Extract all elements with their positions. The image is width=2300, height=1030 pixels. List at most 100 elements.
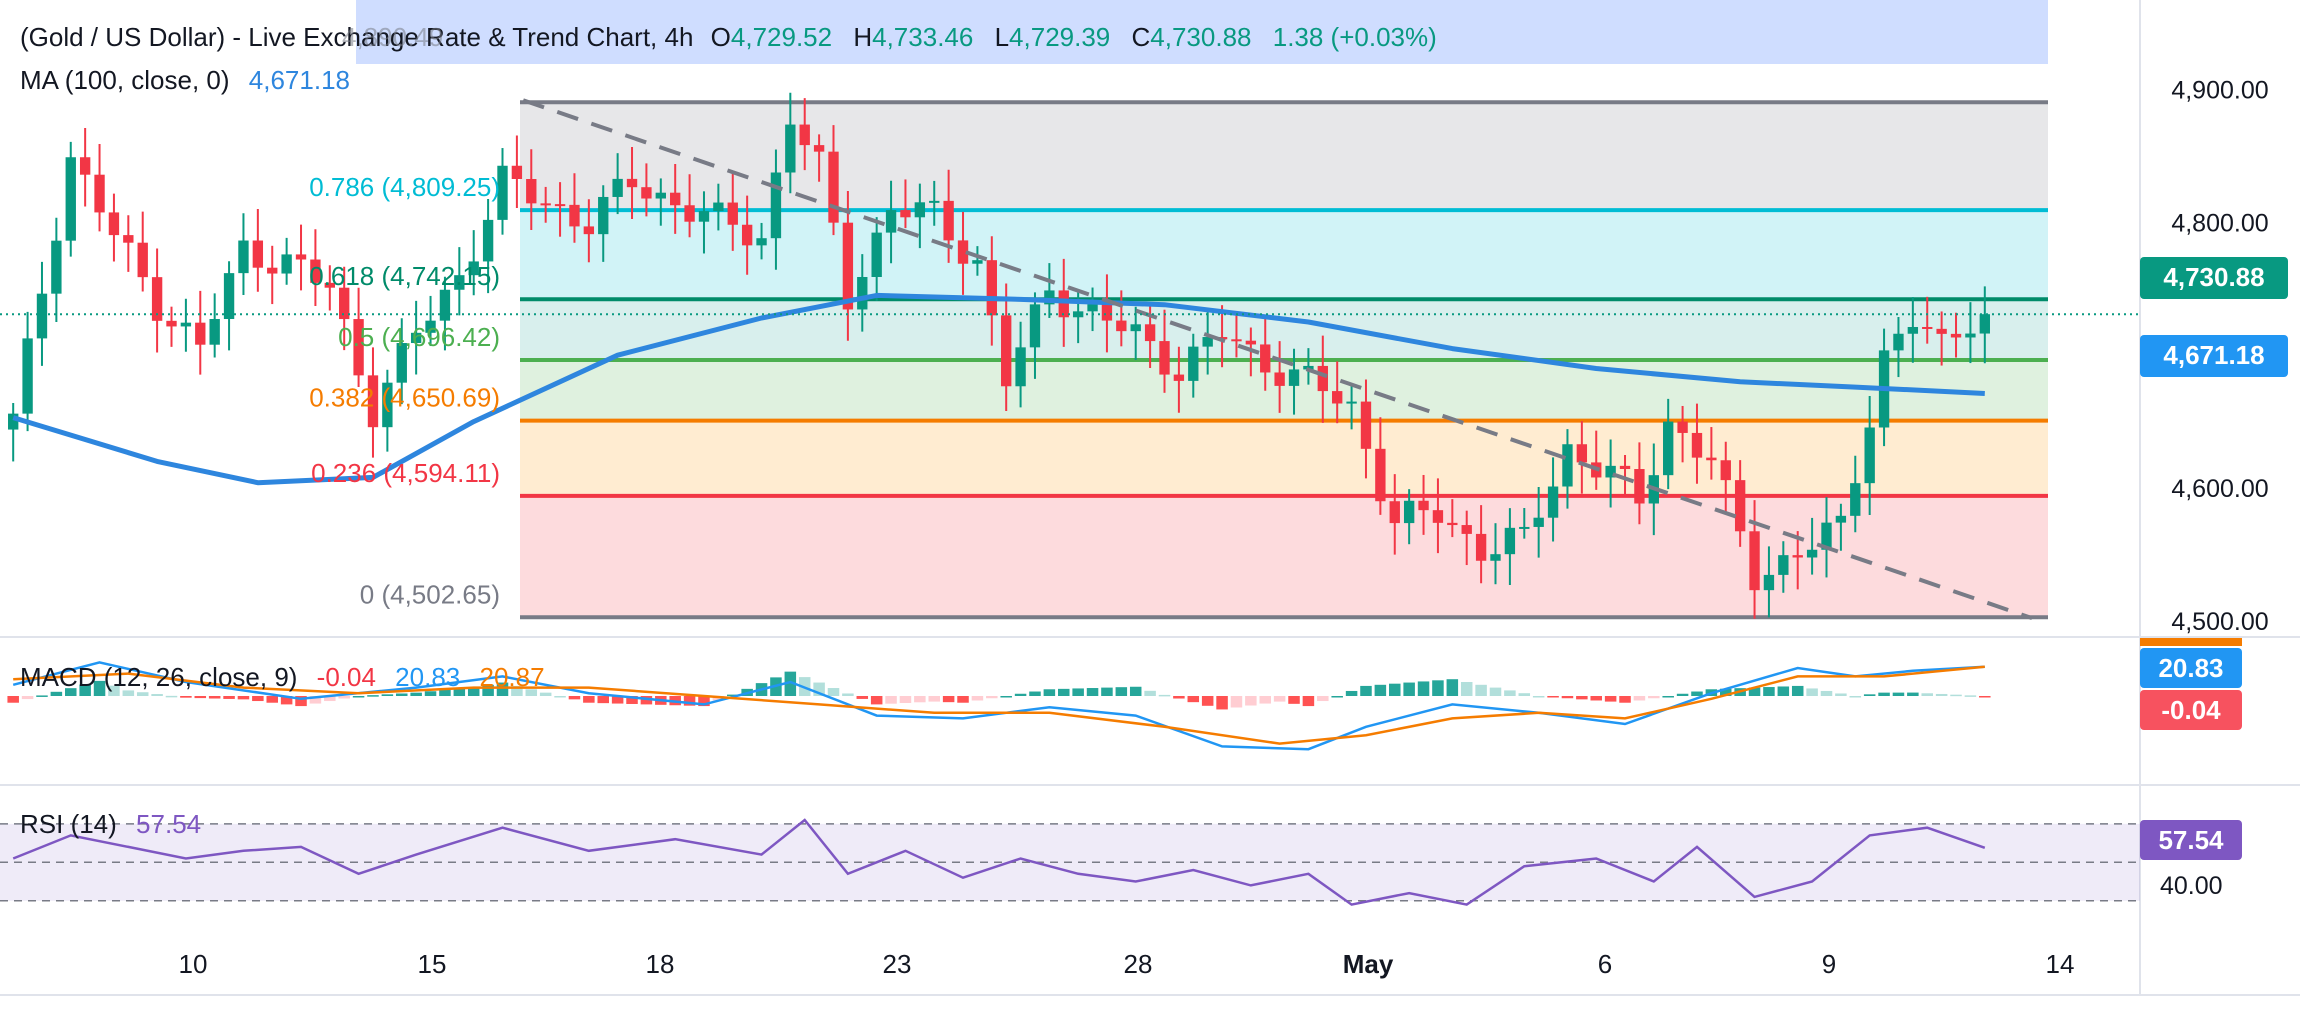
candle-body xyxy=(785,124,796,173)
candle-body xyxy=(1950,333,1962,338)
x-tick-label: 15 xyxy=(418,949,447,979)
macd-hist-bar xyxy=(957,696,969,703)
candle-body xyxy=(1965,333,1976,338)
candle-body xyxy=(1792,555,1803,558)
macd-hist-bar xyxy=(7,696,19,703)
candle-body xyxy=(1389,501,1400,524)
candle-body xyxy=(151,277,163,321)
candle-body xyxy=(842,222,854,310)
macd-hist-bar xyxy=(942,696,955,703)
ma-value: 4,671.18 xyxy=(249,65,350,95)
candle-body xyxy=(238,240,249,274)
candle-body xyxy=(1432,510,1444,523)
fib-zone-1 xyxy=(520,102,2048,211)
macd-hist-bar xyxy=(295,696,307,707)
svg-text:4,730.88: 4,730.88 xyxy=(2163,262,2264,292)
candle-body xyxy=(583,226,595,235)
fib-zone-0.786 xyxy=(520,210,2048,300)
high-value: 4,733.46 xyxy=(872,22,973,52)
candle-body xyxy=(79,157,91,175)
rsi-value-tag: 57.54 xyxy=(2140,820,2242,860)
macd-hist-bar xyxy=(1648,696,1660,699)
macd-hist-bar xyxy=(1518,693,1531,696)
candle-body xyxy=(885,210,897,233)
high-label: H xyxy=(853,22,872,52)
candle-body xyxy=(425,320,436,333)
macd-hist-bar xyxy=(511,685,523,696)
candle-body xyxy=(713,202,724,212)
candle-body xyxy=(1130,324,1141,332)
candle-body xyxy=(281,254,292,274)
macd-hist-bar xyxy=(1878,692,1890,696)
candle-body xyxy=(569,204,580,227)
header-line: (Gold / US Dollar) - Live Exchange Rate … xyxy=(20,22,1437,52)
fib-zone-0.236 xyxy=(520,495,2048,618)
macd-hist-bar xyxy=(1964,695,1977,697)
candle-body xyxy=(756,238,767,246)
close-value: 4,730.88 xyxy=(1150,22,1251,52)
macd-hist-bar xyxy=(1791,685,1804,696)
macd-hist-bar xyxy=(194,696,207,699)
low-label: L xyxy=(995,22,1009,52)
macd-hist-tag: -0.04 xyxy=(2140,690,2242,730)
ma-label: MA (100, close, 0) xyxy=(20,65,230,95)
macd-hist-bar xyxy=(1489,687,1502,696)
macd-hist-bar xyxy=(1158,694,1171,697)
candle-body xyxy=(929,200,940,203)
macd-hist-bar xyxy=(611,696,624,704)
x-tick-label: 18 xyxy=(646,949,675,979)
macd-hist-bar xyxy=(396,693,408,696)
candle-body xyxy=(1706,457,1717,461)
overlays xyxy=(0,98,2140,621)
candle-body xyxy=(1533,517,1544,527)
candle-body xyxy=(900,210,911,218)
candle-body xyxy=(540,203,551,206)
macd-hist-bar xyxy=(1446,679,1459,696)
macd-hist-bar xyxy=(122,690,135,696)
macd-hist-bar xyxy=(583,696,595,703)
macd-hist-bar xyxy=(1460,682,1473,696)
time-axis[interactable]: 10 15 18 23 28 May 6 9 14 xyxy=(179,949,2075,979)
macd-hist-bar xyxy=(1662,696,1674,698)
macd-hist-bar xyxy=(180,696,192,698)
candle-body xyxy=(468,261,479,276)
macd-hist-bar xyxy=(1374,684,1387,696)
rsi-level-label: 40.00 xyxy=(2160,872,2223,900)
macd-hist-bar xyxy=(784,671,797,696)
macd-hist-bar xyxy=(1288,696,1300,704)
macd-hist-bar xyxy=(1547,696,1559,698)
candle-body xyxy=(655,192,666,199)
candle-body xyxy=(252,240,264,268)
candle-body xyxy=(1663,421,1674,476)
header-highlight xyxy=(356,0,2048,64)
candle-body xyxy=(454,275,465,290)
fib-labels: 0.786 (4,809.25) 0.618 (4,742.15) 0.5 (4,6… xyxy=(309,172,500,609)
rsi-line xyxy=(12,818,1986,906)
candle-body xyxy=(1317,365,1328,392)
x-tick-label: 9 xyxy=(1822,949,1836,979)
macd-hist-bar xyxy=(1576,696,1588,700)
macd-signal-line xyxy=(13,665,1985,745)
y-tick-label: 4,800.00 xyxy=(2171,209,2268,237)
candle-body xyxy=(1403,500,1415,524)
macd-hist-bar xyxy=(1201,696,1214,706)
macd-hist-bar xyxy=(525,689,538,696)
macd-hist-bar xyxy=(1086,688,1099,696)
candle-body xyxy=(799,124,810,146)
candle-body xyxy=(1864,427,1875,484)
y-tick-label: 4,500.00 xyxy=(2171,608,2268,636)
fib-zone-0.382 xyxy=(520,420,2048,496)
ghost-fib-value: 4,890.49 xyxy=(342,22,443,52)
x-tick-label: 10 xyxy=(179,949,208,979)
x-tick-label: 23 xyxy=(883,949,912,979)
macd-hist-bar xyxy=(683,696,696,706)
candle-body xyxy=(22,338,33,414)
macd-hist-bar xyxy=(1129,686,1142,696)
candle-body xyxy=(1605,465,1616,478)
macd-hist-bar xyxy=(151,694,163,696)
candle-body xyxy=(1835,515,1847,523)
candle-body xyxy=(382,382,393,428)
macd-hist-bar xyxy=(899,696,912,703)
candle-body xyxy=(1734,480,1746,532)
